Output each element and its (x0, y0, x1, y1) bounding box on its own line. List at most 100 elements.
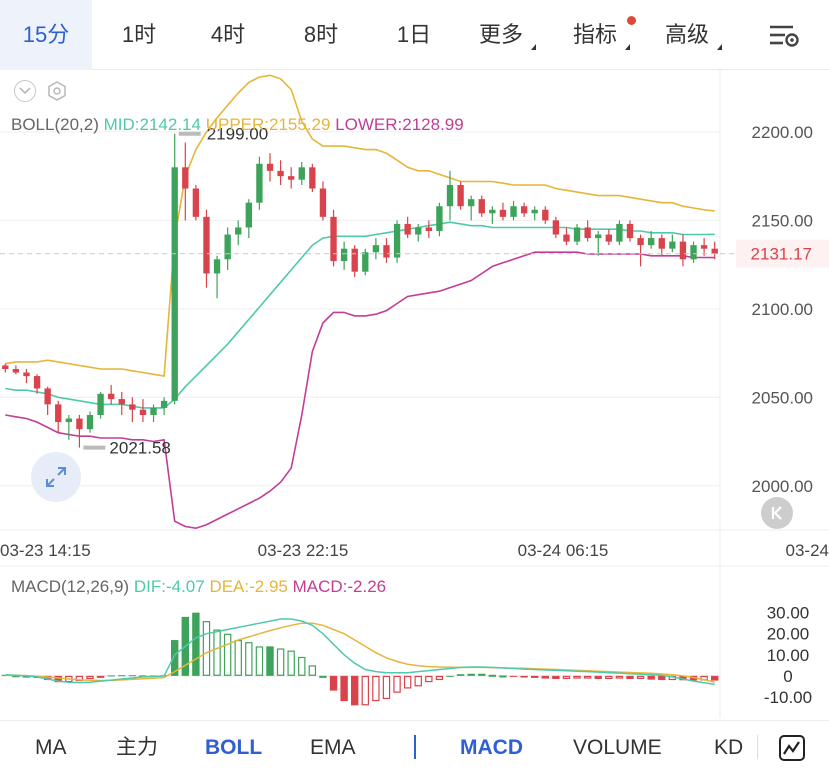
indicator-volume[interactable]: VOLUME (573, 736, 662, 759)
tab-8h[interactable]: 8时 (289, 0, 353, 70)
chart-settings-icon[interactable] (767, 20, 801, 50)
candle-body (65, 418, 72, 423)
indicator-macd[interactable]: MACD (460, 736, 523, 759)
candle-body (277, 170, 284, 177)
macd-histogram-bar (711, 675, 719, 681)
candle-body (648, 238, 655, 246)
candle-body (552, 220, 560, 235)
y-tick-label: 2050.00 (752, 388, 813, 407)
macd-histogram-bar (223, 633, 232, 676)
dropdown-indicator-icon (625, 44, 630, 50)
boll-mid-value: MID:2142.14 (103, 115, 201, 134)
candle-body (690, 245, 697, 260)
timeframe-bar: 15分 1时 4时 8时 1日 更多 指标 高级 (0, 0, 829, 70)
candle-body (616, 223, 623, 242)
tab-1h[interactable]: 1时 (107, 0, 171, 70)
candle-body (139, 409, 147, 415)
macd-y-tick-label: 20.00 (767, 625, 810, 644)
macd-histogram-bar (319, 675, 327, 678)
jump-to-latest-icon (771, 506, 782, 520)
macd-histogram-bar (86, 675, 94, 680)
macd-histogram-bar (171, 640, 179, 676)
candle-body (637, 238, 644, 246)
chevron-down-icon[interactable] (14, 80, 36, 102)
macd-y-tick-label: 30.00 (767, 604, 810, 623)
candle-body (330, 216, 337, 262)
macd-histogram-bar (488, 674, 497, 677)
candle-body (404, 223, 411, 235)
candle-body (266, 163, 274, 171)
macd-histogram-bar (403, 675, 412, 689)
indicator-main-force[interactable]: 主力 (116, 736, 158, 759)
indicator-boll[interactable]: BOLL (205, 736, 263, 759)
macd-histogram-bar (372, 675, 380, 702)
candle-body (33, 376, 41, 389)
price-chart[interactable]: 2200.00 2150.00 2100.00 2050.00 2000.00 03-23… (0, 70, 829, 720)
y-tick-label: 2150.00 (752, 211, 813, 230)
tab-15min[interactable]: 15分 (0, 0, 92, 70)
macd-histogram-bar (266, 646, 274, 676)
candle-body (679, 241, 687, 260)
jump-to-latest-button[interactable] (761, 497, 793, 529)
candle-body (108, 393, 115, 400)
indicator-kd[interactable]: KD (714, 736, 744, 759)
candle-body (700, 245, 708, 249)
macd-histogram-bar (192, 612, 200, 676)
dropdown-indicator-icon (531, 44, 536, 50)
indicator-ma[interactable]: MA (35, 736, 67, 759)
candle-body (436, 206, 443, 231)
macd-histogram-bar (605, 675, 613, 680)
candle-body (203, 216, 210, 274)
macd-histogram-bar (658, 675, 666, 681)
y-tick-label: 2100.00 (752, 300, 813, 319)
macd-dif-value: DIF:-4.07 (133, 577, 205, 596)
macd-histogram-bar (509, 675, 518, 677)
boll-upper-line (5, 74, 715, 378)
candle-body (595, 234, 602, 239)
macd-histogram-bar (446, 675, 454, 677)
candle-body (372, 245, 380, 253)
gear-icon[interactable] (46, 80, 68, 102)
macd-histogram-bar (425, 675, 433, 683)
macd-dif-line (5, 618, 715, 686)
macd-y-tick-label: 10.00 (767, 646, 810, 665)
candle-body (542, 209, 549, 221)
candle-body (489, 209, 496, 214)
macd-histogram-bar (107, 675, 115, 677)
tab-label: 1时 (121, 22, 157, 47)
macd-histogram-bar (382, 675, 391, 700)
candle-body (298, 167, 305, 180)
macd-histogram-bar (128, 675, 137, 677)
candle-body (319, 188, 327, 217)
candle-body (182, 167, 189, 189)
macd-histogram-bar (552, 675, 560, 680)
candle-body (563, 234, 570, 242)
candle-body (340, 248, 348, 262)
tab-4h[interactable]: 4时 (196, 0, 260, 70)
indicator-ema[interactable]: EMA (310, 736, 356, 759)
macd-y-tick-label: 0 (783, 667, 792, 686)
macd-histogram-bar (54, 675, 62, 683)
dropdown-indicator-icon (717, 44, 722, 50)
candle-body (245, 202, 252, 228)
tab-1d[interactable]: 1日 (382, 0, 446, 70)
expand-button[interactable] (31, 452, 81, 502)
drawing-tool-icon[interactable] (778, 734, 806, 762)
macd-histogram-bar (287, 650, 295, 676)
tab-advanced[interactable]: 高级 (660, 0, 722, 70)
last-price-label: 2131.17 (751, 245, 812, 264)
candle-body (256, 163, 263, 203)
tab-more[interactable]: 更多 (474, 0, 536, 70)
tab-label: 15分 (22, 22, 70, 47)
macd-histogram-bar (520, 675, 528, 678)
macd-histogram-bar (393, 675, 401, 693)
macd-histogram-bar (594, 675, 602, 680)
macd-histogram-bar (435, 675, 444, 681)
candle-body (351, 248, 358, 272)
macd-histogram-bar (679, 675, 687, 681)
high-price-label: 2199.00 (207, 125, 268, 144)
candle-body (669, 241, 676, 249)
tab-indicators[interactable]: 指标 (568, 0, 636, 70)
macd-macd-value: MACD:-2.26 (292, 577, 387, 596)
macd-histogram-bar (499, 675, 507, 678)
